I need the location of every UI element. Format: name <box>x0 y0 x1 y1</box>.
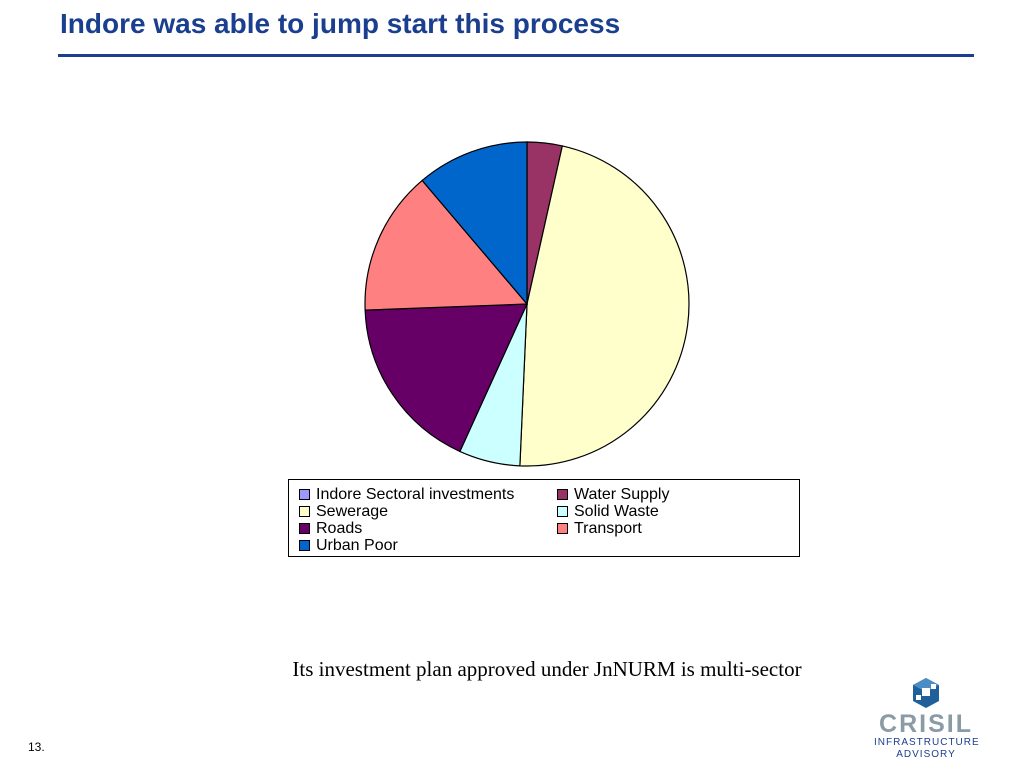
legend-swatch <box>299 506 310 517</box>
legend-label: Transport <box>574 519 642 537</box>
pie-slice-urban-poor <box>421 141 528 306</box>
legend-label: Indore Sectoral investments <box>316 485 515 503</box>
title-divider <box>58 54 974 57</box>
legend-item-sewerage: Sewerage <box>299 503 388 520</box>
legend-swatch <box>557 523 568 534</box>
legend-item-transport: Transport <box>557 520 642 537</box>
crisil-logo: CRISIL INFRASTRUCTURE ADVISORY <box>874 676 980 762</box>
legend-swatch <box>299 540 310 551</box>
legend-item-urban-poor: Urban Poor <box>299 537 398 554</box>
legend-label: Water Supply <box>574 485 670 503</box>
legend-label: Roads <box>316 519 363 537</box>
legend-label: Sewerage <box>316 502 389 520</box>
chart-legend: Indore Sectoral investments Water Supply… <box>288 479 800 557</box>
legend-item-roads: Roads <box>299 520 362 537</box>
legend-label: Urban Poor <box>316 536 398 554</box>
legend-swatch <box>557 506 568 517</box>
slide-title: Indore was able to jump start this proce… <box>60 8 621 39</box>
pie-slice-transport <box>364 179 529 311</box>
crisil-emblem-icon <box>913 678 939 708</box>
logo-subtitle-line2: ADVISORY <box>896 749 956 760</box>
legend-item-water-supply: Water Supply <box>557 486 669 503</box>
legend-item-solid-waste: Solid Waste <box>557 503 659 520</box>
pie-slice-sewerage <box>519 145 690 467</box>
logo-wordmark: CRISIL <box>879 710 973 738</box>
legend-swatch <box>557 489 568 500</box>
logo-subtitle-line1: INFRASTRUCTURE <box>874 737 980 748</box>
pie-slice-roads <box>364 303 528 453</box>
legend-swatch <box>299 489 310 500</box>
legend-label: Solid Waste <box>574 502 659 520</box>
legend-item-indore-sectoral-investments: Indore Sectoral investments <box>299 486 514 503</box>
legend-swatch <box>299 523 310 534</box>
page-number: 13. <box>28 740 45 754</box>
slide-caption: Its investment plan approved under JnNUR… <box>292 657 802 681</box>
